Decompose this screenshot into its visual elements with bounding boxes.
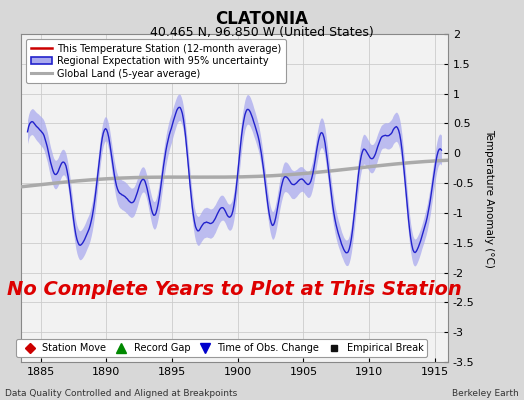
Text: Data Quality Controlled and Aligned at Breakpoints: Data Quality Controlled and Aligned at B…: [5, 389, 237, 398]
Text: No Complete Years to Plot at This Station: No Complete Years to Plot at This Statio…: [7, 280, 462, 299]
Text: 40.465 N, 96.850 W (United States): 40.465 N, 96.850 W (United States): [150, 26, 374, 39]
Text: CLATONIA: CLATONIA: [215, 10, 309, 28]
Text: Berkeley Earth: Berkeley Earth: [452, 389, 519, 398]
Y-axis label: Temperature Anomaly (°C): Temperature Anomaly (°C): [484, 128, 494, 268]
Legend: Station Move, Record Gap, Time of Obs. Change, Empirical Break: Station Move, Record Gap, Time of Obs. C…: [16, 339, 427, 357]
